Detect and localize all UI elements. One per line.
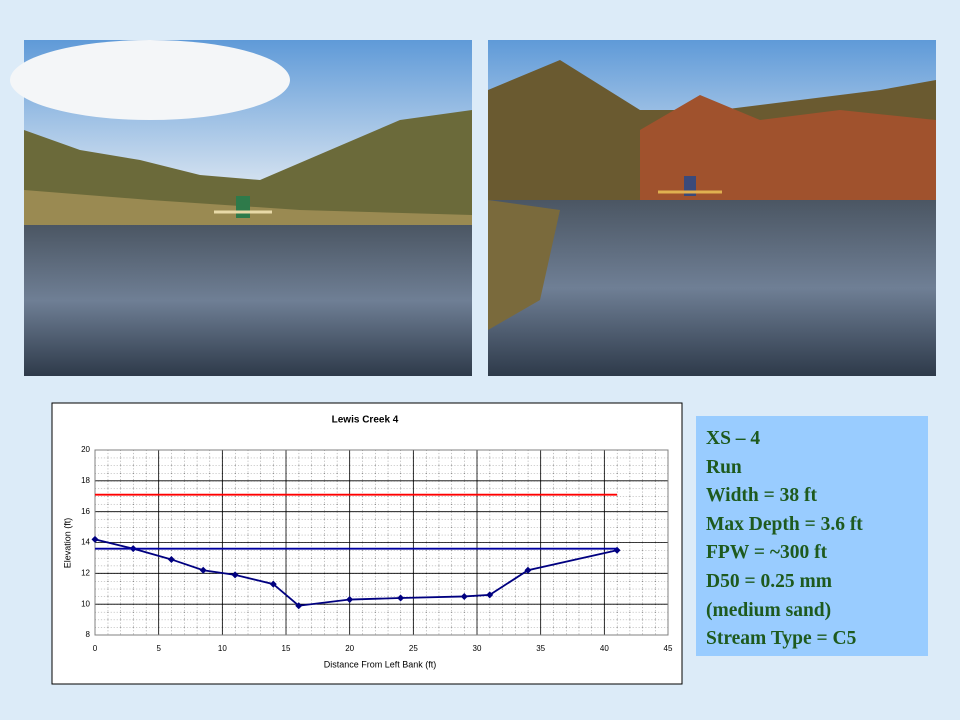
x-tick-label: 30 [473, 644, 482, 653]
data-point [231, 571, 239, 579]
info-line: Stream Type = C5 [706, 628, 857, 650]
data-point [346, 596, 354, 604]
x-tick-label: 45 [664, 644, 673, 653]
data-point [199, 566, 207, 574]
x-tick-label: 20 [345, 644, 354, 653]
data-point [486, 591, 494, 599]
info-line: Run [706, 456, 742, 478]
x-tick-label: 35 [536, 644, 545, 653]
y-axis-label: Elevation (ft) [62, 518, 72, 569]
y-tick-label: 18 [81, 476, 90, 485]
data-point [460, 592, 468, 600]
info-line: Width = 38 ft [706, 485, 817, 507]
info-line: FPW = ~300 ft [706, 542, 828, 564]
x-tick-label: 15 [282, 644, 291, 653]
info-line: XS – 4 [706, 428, 761, 449]
x-tick-label: 0 [93, 644, 98, 653]
data-point [397, 594, 405, 602]
data-point [295, 602, 303, 610]
y-tick-label: 8 [86, 630, 91, 639]
data-point [524, 566, 532, 574]
info-line: D50 = 0.25 mm [706, 570, 832, 592]
chart-title: Lewis Creek 4 [332, 415, 399, 426]
info-line: Max Depth = 3.6 ft [706, 513, 863, 535]
x-tick-label: 40 [600, 644, 609, 653]
info-box: XS – 4 Run Width = 38 ft Max Depth = 3.6 ft… [696, 416, 928, 656]
x-tick-label: 10 [218, 644, 227, 653]
y-tick-label: 14 [81, 538, 90, 547]
data-point [167, 555, 175, 563]
photo-right [488, 40, 936, 376]
y-tick-label: 10 [81, 599, 90, 608]
photo-left [10, 40, 472, 376]
y-tick-label: 12 [81, 568, 90, 577]
x-axis-label: Distance From Left Bank (ft) [324, 659, 437, 669]
x-tick-label: 25 [409, 644, 418, 653]
y-tick-label: 16 [81, 507, 90, 516]
x-tick-label: 5 [156, 644, 161, 653]
info-line: (medium sand) [706, 599, 832, 621]
chart: Lewis Creek 4 Distance From Left Bank (f… [62, 415, 673, 670]
y-tick-label: 20 [81, 445, 90, 454]
data-point [269, 580, 277, 588]
data-point [91, 535, 99, 543]
